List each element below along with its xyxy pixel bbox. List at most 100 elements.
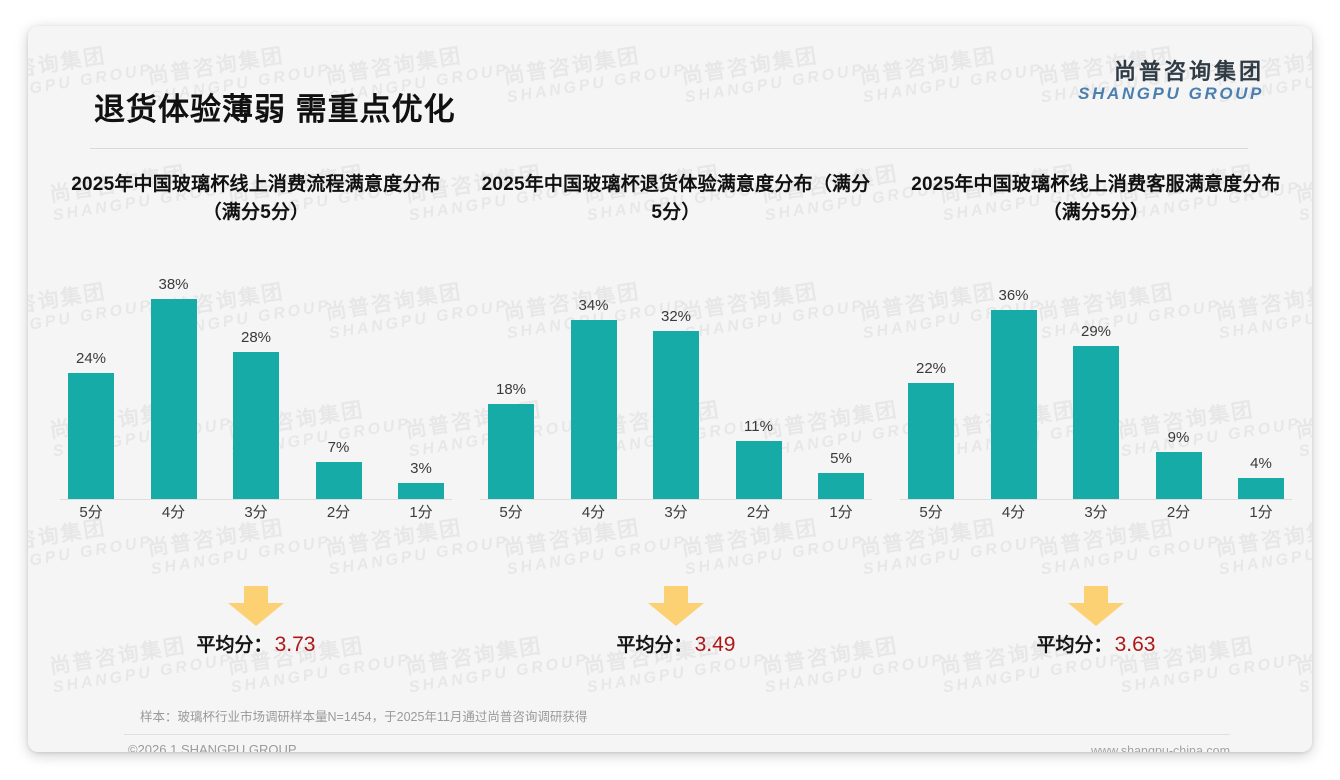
bar[interactable] bbox=[488, 404, 534, 499]
bar-item[interactable]: 3% bbox=[390, 274, 452, 499]
bar-item[interactable]: 29% bbox=[1065, 274, 1127, 499]
bar[interactable] bbox=[570, 320, 617, 499]
footer-website[interactable]: www.shangpu-china.com bbox=[1091, 744, 1230, 752]
bar-item[interactable]: 9% bbox=[1148, 274, 1210, 499]
bar[interactable] bbox=[653, 330, 699, 499]
x-tick-label: 5分 bbox=[499, 504, 523, 521]
average-score-label: 平均分： bbox=[196, 635, 273, 656]
x-tick-label: 1分 bbox=[1249, 504, 1273, 521]
x-tick-label: 4分 bbox=[581, 504, 606, 521]
bar[interactable] bbox=[1238, 477, 1284, 499]
bar-value-label: 24% bbox=[75, 349, 107, 367]
footer-copyright: ©2026.1 SHANGPU GROUP bbox=[128, 742, 297, 752]
bar[interactable] bbox=[818, 472, 864, 499]
x-tick-label: 5分 bbox=[919, 504, 943, 521]
x-axis-ticks: 5分 4分 3分 2分 1分 bbox=[480, 501, 872, 522]
bar-item[interactable]: 5% bbox=[810, 274, 872, 499]
page-title: 退货体验薄弱 需重点优化 bbox=[94, 92, 456, 127]
bar-item[interactable]: 11% bbox=[728, 274, 790, 499]
brand-name-cn: 尚普咨询集团 bbox=[1113, 59, 1264, 84]
average-score-value: 3.49 bbox=[694, 633, 736, 656]
bar-item[interactable]: 36% bbox=[983, 274, 1045, 499]
average-score-label: 平均分： bbox=[1036, 635, 1113, 656]
bar-series: 24% 38% 28% 7% 3% bbox=[60, 274, 452, 499]
x-axis-line bbox=[480, 499, 872, 500]
bar[interactable] bbox=[150, 299, 197, 499]
bar[interactable] bbox=[398, 483, 444, 499]
bar[interactable] bbox=[990, 309, 1037, 499]
x-axis-line bbox=[900, 499, 1292, 500]
bar[interactable] bbox=[233, 351, 279, 499]
chart-title: 2025年中国玻璃杯线上消费客服满意度分布（满分5分） bbox=[911, 174, 1281, 223]
average-score-text: 平均分：3.63 bbox=[1037, 630, 1156, 657]
average-score-block: 平均分：3.73 bbox=[46, 586, 466, 657]
average-score-block: 平均分：3.49 bbox=[466, 586, 886, 657]
average-score-label: 平均分： bbox=[616, 635, 693, 656]
down-arrow-icon bbox=[648, 586, 704, 626]
bar[interactable] bbox=[315, 462, 362, 499]
bar-series: 22% 36% 29% 9% 4% bbox=[900, 274, 1292, 499]
x-tick-label: 5分 bbox=[79, 504, 103, 521]
bar[interactable] bbox=[68, 372, 114, 499]
average-score-text: 平均分：3.73 bbox=[197, 630, 316, 657]
bar-value-label: 36% bbox=[998, 286, 1029, 304]
bar[interactable] bbox=[1073, 346, 1119, 499]
bar-item[interactable]: 32% bbox=[645, 274, 707, 499]
x-axis-ticks: 5分 4分 3分 2分 1分 bbox=[60, 501, 452, 522]
average-score-text: 平均分：3.49 bbox=[617, 630, 736, 657]
bar-value-label: 32% bbox=[660, 307, 692, 325]
bar-value-label: 7% bbox=[327, 439, 350, 457]
bar-item[interactable]: 22% bbox=[900, 274, 962, 499]
bar-item[interactable]: 24% bbox=[60, 274, 122, 499]
x-tick-label: 4分 bbox=[1001, 504, 1026, 521]
bar-value-label: 5% bbox=[830, 449, 852, 467]
source-note: 样本：玻璃杯行业市场调研样本量N=1454，于2025年11月通过尚普咨询调研获… bbox=[140, 710, 588, 724]
bar-value-label: 28% bbox=[240, 328, 272, 346]
bar-value-label: 38% bbox=[158, 276, 189, 293]
x-tick-label: 3分 bbox=[1084, 504, 1108, 521]
bar-item[interactable]: 34% bbox=[563, 274, 625, 499]
chart-panel-3: 2025年中国玻璃杯线上消费客服满意度分布（满分5分） 22% 36% 29% 9% 4%… bbox=[886, 171, 1306, 681]
bar-value-label: 22% bbox=[915, 360, 947, 378]
chart-title: 2025年中国玻璃杯线上消费流程满意度分布（满分5分） bbox=[71, 174, 441, 223]
bar-chart-plot: 24% 38% 28% 7% 3% 5分 4分 3分 2分 1分 bbox=[60, 274, 452, 521]
chart-panel-2: 2025年中国玻璃杯退货体验满意度分布（满分5分） 18% 34% 32% 11% 5% 5… bbox=[466, 171, 886, 681]
header-divider bbox=[90, 148, 1248, 149]
brand-name-en: SHANGPU GROUP bbox=[1078, 84, 1264, 104]
x-tick-label: 2分 bbox=[326, 504, 351, 521]
average-score-value: 3.63 bbox=[1114, 633, 1156, 656]
bar-item[interactable]: 28% bbox=[225, 274, 287, 499]
bar-item[interactable]: 38% bbox=[143, 274, 205, 499]
x-tick-label: 1分 bbox=[409, 504, 433, 521]
bar-item[interactable]: 7% bbox=[308, 274, 370, 499]
average-score-block: 平均分：3.63 bbox=[886, 586, 1306, 657]
average-score-value: 3.73 bbox=[274, 633, 316, 656]
bar[interactable] bbox=[1155, 451, 1202, 499]
bar-item[interactable]: 18% bbox=[480, 274, 542, 499]
bar-item[interactable]: 4% bbox=[1230, 274, 1292, 499]
bar-series: 18% 34% 32% 11% 5% bbox=[480, 274, 872, 499]
x-tick-label: 1分 bbox=[829, 504, 853, 521]
down-arrow-icon bbox=[228, 586, 284, 626]
chart-title: 2025年中国玻璃杯退货体验满意度分布（满分5分） bbox=[481, 174, 871, 223]
x-tick-label: 2分 bbox=[1166, 504, 1191, 521]
x-tick-label: 3分 bbox=[244, 504, 268, 521]
bar-value-label: 3% bbox=[410, 460, 432, 478]
brand-logo: 尚普咨询集团 SHANGPU GROUP bbox=[1078, 60, 1264, 103]
x-axis-ticks: 5分 4分 3分 2分 1分 bbox=[900, 501, 1292, 522]
bar-value-label: 34% bbox=[578, 297, 609, 315]
bar-chart-plot: 22% 36% 29% 9% 4% 5分 4分 3分 2分 1分 bbox=[900, 274, 1292, 521]
charts-container: 2025年中国玻璃杯线上消费流程满意度分布（满分5分） 24% 38% 28% 7% 3%… bbox=[46, 171, 1294, 681]
bar[interactable] bbox=[908, 383, 954, 499]
slide-header: 退货体验薄弱 需重点优化 尚普咨询集团 SHANGPU GROUP bbox=[28, 26, 1312, 128]
bar-value-label: 4% bbox=[1250, 454, 1272, 472]
chart-panel-1: 2025年中国玻璃杯线上消费流程满意度分布（满分5分） 24% 38% 28% 7% 3%… bbox=[46, 171, 466, 681]
bar-value-label: 29% bbox=[1080, 323, 1112, 341]
bar[interactable] bbox=[735, 441, 782, 499]
x-axis-line bbox=[60, 499, 452, 500]
bar-value-label: 18% bbox=[495, 381, 527, 399]
